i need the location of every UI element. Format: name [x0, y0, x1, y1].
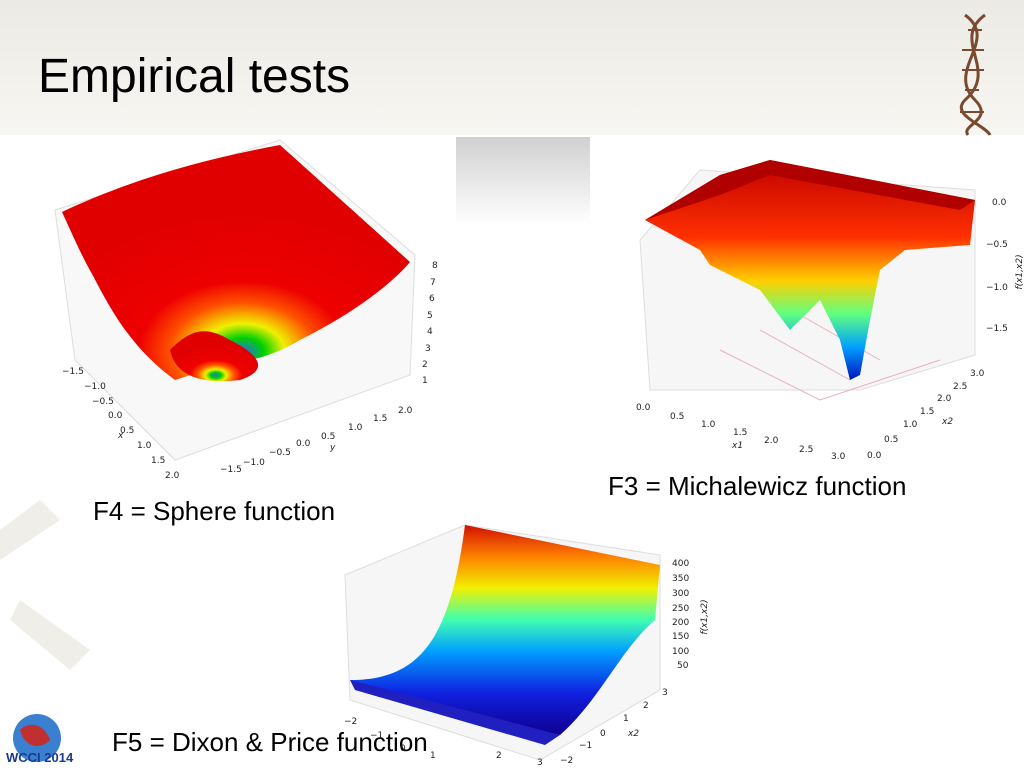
x-tick-label: 3: [537, 758, 543, 768]
sphere-plot: [54, 139, 416, 461]
y-tick-label: 3: [662, 688, 668, 698]
slide-title: Empirical tests: [38, 50, 350, 103]
x-tick-label: 1.0: [701, 420, 716, 430]
z-tick-label: 350: [672, 574, 689, 584]
y-tick-label: 1.0: [348, 423, 363, 433]
logo-text: WCCI 2014: [6, 750, 74, 765]
y-axis-label: x2: [941, 417, 953, 427]
z-tick-label: 2: [422, 360, 428, 370]
z-tick-label: 1: [422, 376, 428, 386]
figure-caption: F5 = Dixon & Price function: [112, 727, 428, 757]
z-tick-label: −1.0: [986, 283, 1008, 293]
z-tick-label: −0.5: [986, 240, 1008, 250]
y-tick-label: −1: [579, 741, 592, 751]
y-tick-label: −2: [560, 756, 573, 766]
y-tick-label: 0.0: [296, 439, 311, 449]
y-tick-label: −1.0: [243, 458, 265, 468]
z-tick-label: 8: [432, 261, 438, 271]
y-axis-label: x2: [627, 729, 639, 739]
y-tick-label: 1.5: [373, 414, 387, 424]
x-tick-label: 2.0: [764, 436, 779, 446]
y-tick-label: 0: [600, 729, 606, 739]
title-band: [0, 0, 1024, 135]
y-tick-label: 3.0: [970, 369, 985, 379]
x-tick-label: −1.0: [84, 382, 106, 392]
x-tick-label: −1: [370, 731, 383, 741]
x-tick-label: −2: [344, 717, 357, 727]
y-tick-label: 0.5: [321, 432, 335, 442]
dixon-plot: [344, 524, 661, 761]
z-tick-label: −1.5: [986, 324, 1008, 334]
x-tick-label: 2: [496, 751, 502, 761]
x-axis-label: x: [117, 431, 124, 441]
y-tick-label: 2: [643, 701, 649, 711]
x-tick-label: −1.5: [62, 367, 84, 377]
y-tick-label: 1.5: [920, 407, 934, 417]
x-tick-label: 2.5: [799, 445, 813, 455]
z-tick-label: 6: [429, 294, 435, 304]
z-tick-label: 100: [672, 647, 689, 657]
x-tick-label: 0.5: [120, 426, 134, 436]
michalewicz-plot: [639, 160, 976, 401]
z-axis-label: f(x1,x2): [700, 599, 710, 634]
x-tick-label: 2.0: [165, 471, 180, 481]
z-tick-label: 7: [430, 278, 436, 288]
x-tick-label: −0.5: [92, 397, 114, 407]
z-tick-label: 300: [672, 589, 689, 599]
x-tick-label: 1.5: [151, 456, 165, 466]
y-tick-label: 1: [623, 714, 629, 724]
y-tick-label: 0.5: [884, 435, 898, 445]
y-tick-label: 2.0: [398, 406, 413, 416]
bg-decoration: [0, 500, 90, 670]
fade-box: [456, 137, 590, 225]
y-tick-label: 2.5: [953, 382, 967, 392]
z-tick-label: 3: [425, 344, 431, 354]
x-tick-label: 3.0: [831, 452, 846, 462]
x-tick-label: 0.5: [670, 412, 684, 422]
z-tick-label: 200: [672, 618, 689, 628]
y-tick-label: −0.5: [269, 448, 291, 458]
y-tick-label: 0.0: [867, 451, 882, 461]
x-axis-label: x1: [731, 441, 743, 451]
y-tick-label: −1.5: [220, 465, 242, 475]
z-axis-label: f(x1,x2): [1015, 254, 1024, 289]
z-tick-label: 0.0: [992, 198, 1007, 208]
x-tick-label: 1.5: [733, 428, 747, 438]
x-tick-label: 1: [430, 751, 436, 761]
x-tick-label: 0: [400, 744, 406, 754]
figure-caption: F4 = Sphere function: [93, 496, 335, 526]
y-tick-label: 1.0: [903, 420, 918, 430]
x-tick-label: 0.0: [636, 403, 651, 413]
z-tick-label: 400: [672, 559, 689, 569]
dna-icon: [960, 13, 992, 136]
z-tick-label: 4: [427, 327, 433, 337]
figure-caption: F3 = Michalewicz function: [608, 471, 906, 501]
x-tick-label: 1.0: [137, 441, 152, 451]
z-tick-label: 50: [677, 661, 689, 671]
x-tick-label: 0.0: [108, 411, 123, 421]
z-tick-label: 150: [672, 632, 689, 642]
y-tick-label: 2.0: [937, 394, 952, 404]
z-tick-label: 250: [672, 604, 689, 614]
y-axis-label: y: [329, 443, 336, 453]
z-tick-label: 5: [427, 311, 433, 321]
logo: WCCI 2014: [6, 714, 74, 765]
